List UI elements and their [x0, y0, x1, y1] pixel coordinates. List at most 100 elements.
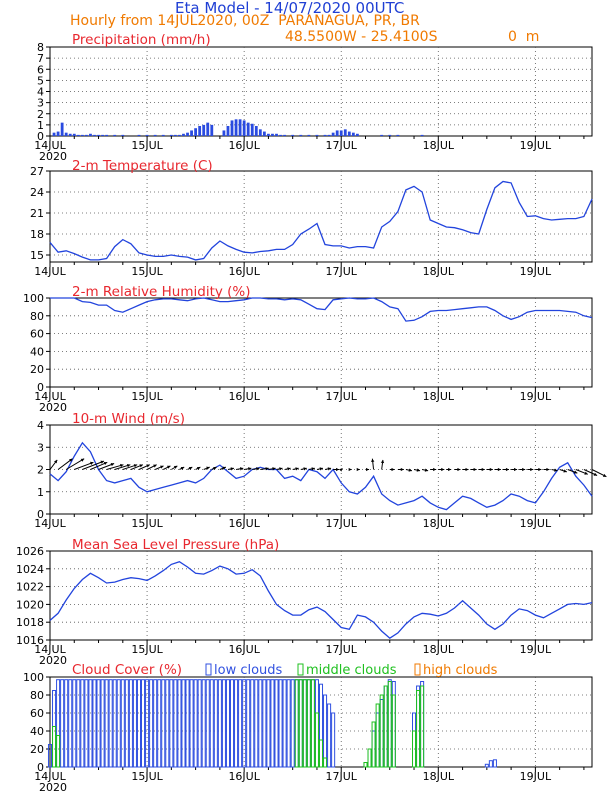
cloud-bar-0 — [201, 679, 206, 768]
rh-xtick-label: 18JUL — [423, 390, 455, 403]
wind-xtick-label: 18JUL — [423, 517, 455, 530]
precip-bar — [64, 132, 68, 136]
wind-vector-head — [371, 458, 375, 462]
cloud-bar-0 — [96, 679, 101, 768]
precip-title: Precipitation (mm/h) — [72, 32, 211, 48]
wind-vector-head — [505, 467, 510, 472]
legend-label-0: low clouds — [214, 663, 283, 678]
cloud-bar-0 — [128, 679, 133, 768]
cloud-bar-0 — [234, 679, 239, 768]
wind-vector-head — [573, 470, 578, 474]
precip-bar — [279, 134, 282, 136]
cloud-bar-0 — [246, 679, 251, 768]
wind-vector — [82, 460, 105, 470]
cloud-bar-0 — [72, 679, 77, 768]
precip-bar — [85, 134, 88, 136]
temp-ytick-label: 24 — [30, 186, 44, 199]
wind-vector-head — [481, 467, 485, 472]
cloud-bar-0 — [165, 679, 170, 768]
cloud-bar-1 — [375, 703, 380, 768]
wind-ytick-label: 1 — [37, 486, 44, 499]
precip-bar — [343, 129, 347, 136]
precip-bar — [93, 134, 96, 136]
cloud-bar-0 — [488, 760, 493, 768]
cloud-bar-0 — [84, 679, 89, 768]
wind-vector-head — [348, 467, 352, 472]
wind-vector-head — [54, 459, 58, 464]
cloud-bar-0 — [112, 679, 117, 768]
cloud-bar-0 — [100, 679, 105, 768]
rh-line — [50, 297, 593, 322]
precip-bar — [202, 124, 206, 136]
precip-xtick-label: 16JUL — [228, 139, 260, 152]
cloud-ytick-label: 40 — [30, 725, 44, 738]
wind-ytick-label: 4 — [37, 419, 44, 432]
cloud-bar-0 — [225, 679, 230, 768]
cloud-bar-0 — [173, 679, 178, 768]
precip-bar — [262, 131, 266, 136]
temp-ytick-label: 18 — [30, 228, 44, 241]
precip-ytick-label: 6 — [37, 63, 44, 76]
precip-bar — [113, 134, 117, 136]
precip-bar — [420, 134, 424, 136]
cloud-bar-0 — [286, 679, 291, 768]
wind-vector-head — [126, 463, 131, 468]
precip-bar — [60, 122, 64, 136]
wind-vector-head — [538, 467, 542, 472]
wind-vector-head — [103, 461, 108, 466]
rh-ytick-label: 0 — [37, 381, 44, 394]
wind-vector-head — [602, 473, 607, 477]
cloud-bar-0 — [88, 679, 93, 768]
precip-ytick-label: 0 — [37, 130, 44, 143]
cloud-bar-1 — [367, 748, 372, 768]
temp-line — [49, 180, 593, 261]
pressure-year-label: 2020 — [39, 654, 67, 667]
wind-vector-head — [287, 467, 291, 471]
precip-ytick-label: 5 — [37, 74, 44, 87]
wind-vector-head — [514, 467, 518, 472]
wind-vector-head — [279, 467, 283, 471]
wind-vector — [65, 458, 85, 470]
cloud-xtick-label: 19JUL — [520, 770, 552, 783]
elevation-label: 0 m — [508, 29, 540, 45]
cloud-year-label: 2020 — [39, 781, 67, 792]
wind-vector-head — [80, 458, 85, 462]
wind-vector-head — [593, 472, 598, 476]
cloud-xtick-label: 16JUL — [228, 770, 260, 783]
cloud-bar-0 — [161, 679, 166, 768]
precip-bar — [230, 120, 234, 136]
wind-vector — [74, 461, 94, 470]
wind-xtick-label: 14JUL — [34, 517, 66, 530]
cloud-bar-0 — [278, 679, 283, 768]
precip-bar — [238, 119, 242, 136]
wind-vector-head — [173, 465, 178, 469]
wind-vector-head — [230, 467, 234, 471]
pressure-frame — [49, 550, 593, 641]
temp-ytick-label: 27 — [30, 165, 44, 178]
cloud-bar-0 — [153, 679, 158, 768]
precip-bar — [307, 134, 311, 136]
precip-bar — [186, 132, 189, 136]
pressure-xtick-label: 14JUL — [34, 643, 66, 656]
cloud-bar-0 — [145, 679, 150, 768]
precip-bar — [190, 130, 193, 136]
precip-bar — [169, 134, 173, 136]
wind-vector-head — [69, 458, 73, 462]
cloud-bar-0 — [262, 679, 267, 768]
pressure-ytick-label: 1018 — [16, 616, 44, 629]
cloud-bar-1 — [298, 679, 303, 768]
legend-swatch-1 — [297, 663, 304, 676]
cloud-bar-0 — [108, 679, 113, 768]
precip-bar — [72, 133, 76, 136]
legend-label-1: middle clouds — [306, 663, 397, 678]
precip-ytick-label: 4 — [37, 86, 44, 99]
precip-bar — [210, 124, 214, 136]
cloud-xtick-label: 17JUL — [326, 770, 358, 783]
wind-vector-head — [311, 467, 315, 471]
precip-bar — [331, 132, 335, 136]
cloud-bar-1 — [371, 721, 376, 768]
precip-bar — [299, 134, 303, 136]
precip-bar — [206, 122, 210, 136]
wind-vector-head — [554, 468, 558, 472]
cloud-bar-0 — [221, 679, 226, 768]
